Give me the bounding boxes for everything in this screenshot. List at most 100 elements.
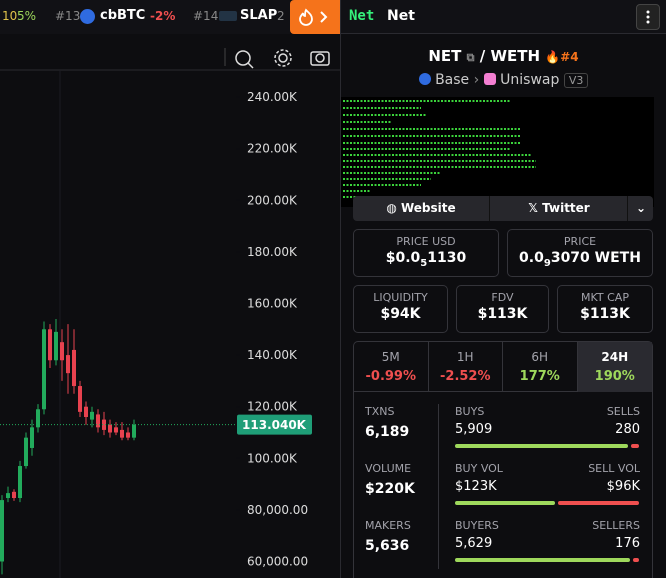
stat-label: MAKERS: [365, 519, 411, 532]
dex[interactable]: Uniswap: [500, 72, 560, 88]
links: ◍ Website 𝕏 Twitter ⌄: [353, 196, 653, 221]
ticker-strip: 10 5% #13 cbBTC -2% #14 SLAP 2: [0, 0, 290, 34]
token-icon: [80, 9, 95, 24]
chart: 240.00K 220.00K 200.00K 180.00K 160.00K 140.0…: [0, 48, 340, 578]
buy-bar: [455, 558, 631, 562]
icon: [299, 8, 328, 26]
label: FDV: [491, 291, 514, 304]
candle-body: [12, 491, 16, 499]
header: Net Net: [341, 0, 666, 34]
candle-body: [30, 427, 34, 448]
price-part: 0.0: [519, 250, 544, 266]
chain-icon: [418, 73, 431, 85]
stat-label: SELLERS: [592, 519, 640, 532]
tab-label: 24H: [601, 350, 629, 364]
timeframe-tab[interactable]: 24H 190%: [577, 342, 652, 392]
candle-body: [120, 429, 124, 438]
tab-label: 6H: [531, 350, 549, 364]
menu-button[interactable]: [636, 4, 660, 30]
y-tick-label: 240.00K: [247, 90, 298, 104]
twitter-button[interactable]: 𝕏 Twitter: [491, 196, 628, 221]
metric-card: FDV $113K: [456, 285, 549, 333]
y-tick-label: 180.00K: [247, 245, 298, 259]
trending-rank: 🔥#4: [545, 50, 579, 64]
stat-label: SELL VOL: [588, 462, 640, 475]
timeframe-tab[interactable]: 1H -2.52%: [429, 342, 503, 392]
ticker-name[interactable]: cbBTC: [100, 8, 146, 23]
version: V3: [563, 73, 589, 88]
sell-bar: [633, 558, 639, 562]
trending-button[interactable]: [290, 0, 341, 34]
price-part: 1130: [427, 250, 467, 266]
ticker-name[interactable]: SLAP: [240, 8, 278, 23]
stat-value: 5,909: [455, 422, 493, 437]
price-usd-card: PRICE USD $0.051130: [353, 229, 499, 277]
tab-label: 5M: [381, 350, 400, 364]
price-part: $0.0: [385, 250, 421, 266]
icon: [646, 10, 650, 24]
header-name: Net: [387, 8, 415, 24]
stats-box: 5M -0.99% 1H -2.52% 6H 177% 24H 190% TXNS 6,189 B…: [353, 341, 653, 578]
rank: #4: [560, 50, 579, 64]
toolbar-icons[interactable]: [235, 49, 330, 69]
candle-body: [0, 500, 4, 562]
candle-body: [102, 419, 106, 430]
stat-value: $96K: [606, 479, 640, 494]
divider: [340, 0, 341, 578]
price-marker: [237, 414, 312, 435]
stat-value: 6,189: [365, 424, 410, 440]
sell-bar: [630, 444, 639, 448]
stat-label: BUYS: [455, 405, 485, 418]
timeframe-tab[interactable]: 5M -0.99%: [354, 342, 429, 392]
ticker-change: -2%: [150, 9, 176, 23]
value: $0.051130: [354, 250, 498, 269]
quote-symbol: / WETH: [479, 47, 541, 65]
stat-value: $123K: [455, 479, 497, 494]
label: PRICE USD: [396, 235, 456, 248]
y-tick-label: 120.00K: [247, 400, 298, 414]
token-banner: [341, 97, 654, 207]
ticker-change: 5%: [17, 9, 37, 23]
timeframe-tab[interactable]: 6H 177%: [503, 342, 578, 392]
dex-icon: [483, 73, 496, 85]
candle-body: [48, 329, 52, 361]
ticker-change: 2: [277, 9, 285, 23]
tab-change: -2.52%: [440, 369, 491, 384]
price-marker-label: 113.040K: [242, 418, 307, 432]
stat-value: 280: [615, 422, 640, 437]
tab-change: -0.99%: [365, 369, 417, 384]
sell-bar: [558, 501, 639, 505]
stat-value: 5,636: [365, 538, 410, 554]
ticker-rank: 10: [2, 9, 18, 23]
candle-body: [36, 409, 40, 428]
candle-body: [54, 331, 58, 361]
website-button[interactable]: ◍ Website: [353, 196, 490, 221]
price-part: 9: [543, 257, 551, 269]
copy-icon[interactable]: ⧉: [466, 51, 475, 64]
buy-bar: [455, 501, 556, 505]
stat-value: 176: [615, 536, 640, 551]
candle-body: [66, 355, 70, 374]
value: $94K: [380, 306, 421, 322]
label: MKT CAP: [581, 291, 629, 304]
candle-body: [72, 349, 76, 387]
ticker-rank: #13: [55, 9, 81, 23]
candle-body: [84, 406, 88, 418]
tab-change: 190%: [594, 369, 635, 384]
value: $113K: [580, 306, 630, 322]
ticker-rank: #14: [193, 9, 219, 23]
value: 0.093070 WETH: [508, 250, 652, 269]
timeframe-tabs: 5M -0.99% 1H -2.52% 6H 177% 24H 190%: [354, 342, 652, 392]
pair-info: Base › Uniswap V3: [341, 72, 666, 88]
candle-body: [126, 432, 130, 438]
price-card: PRICE 0.093070 WETH: [507, 229, 653, 277]
metric-card: MKT CAP $113K: [557, 285, 653, 333]
chain[interactable]: Base: [435, 72, 470, 88]
more-links[interactable]: ⌄: [635, 201, 647, 215]
price-part: 5: [420, 257, 428, 269]
tab-label: 1H: [456, 350, 474, 364]
link-label: Website: [400, 201, 456, 215]
y-tick-label: 100.00K: [247, 451, 298, 465]
y-tick-label: 140.00K: [247, 348, 298, 362]
